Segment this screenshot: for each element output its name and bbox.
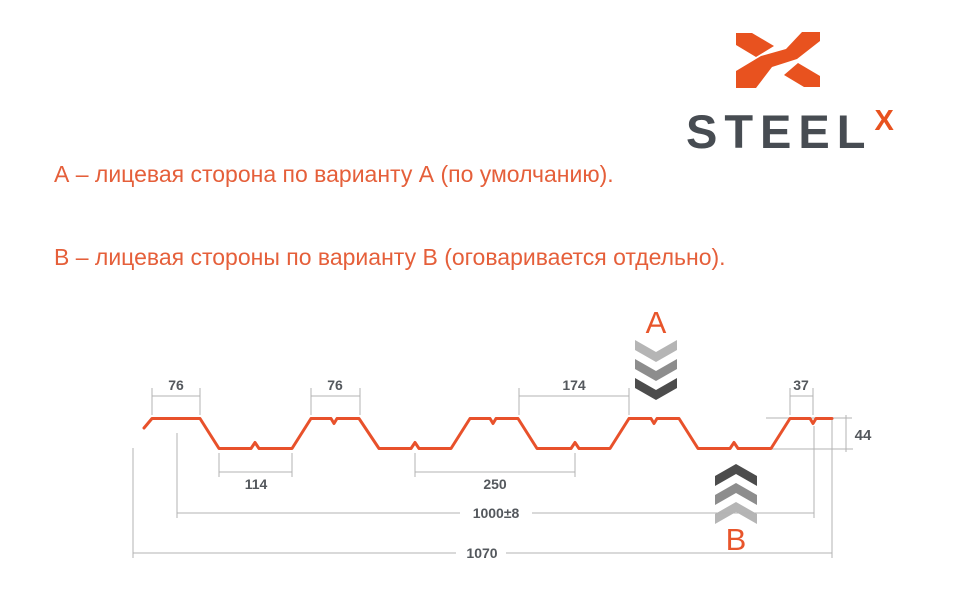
dimension-lines [132, 388, 853, 558]
dim-label-crest-left: 76 [168, 377, 184, 393]
dim-label-valley-left: 114 [245, 476, 268, 492]
variant-b-chevrons-up-icon [715, 464, 757, 524]
dim-label-valley-span: 174 [562, 377, 586, 393]
dim-label-height: 44 [855, 427, 872, 444]
steelx-x-icon [736, 32, 820, 88]
brand-wordmark: STEEL X [686, 105, 894, 158]
dim-label-cover-width: 1000±8 [473, 505, 520, 521]
dim-label-crest-mid: 76 [327, 377, 343, 393]
brand-word: STEEL [686, 105, 873, 158]
sheet-profile-path [142, 417, 834, 450]
dim-label-pitch: 250 [483, 476, 507, 492]
variant-b-label: B [726, 522, 747, 557]
dim-label-crest-end: 37 [793, 377, 809, 393]
variant-a-label: A [646, 305, 667, 340]
dim-label-overall: 1070 [466, 545, 497, 561]
note-variant-b: В – лицевая стороны по варианту В (огова… [54, 244, 726, 270]
brand-sup-x: X [874, 105, 894, 137]
note-variant-a: А – лицевая сторона по варианту А (по ум… [54, 161, 614, 187]
profile-drawing: 76 76 174 37 114 250 1000±8 1070 44 A B [132, 305, 872, 561]
variant-a-chevrons-down-icon [635, 340, 677, 400]
